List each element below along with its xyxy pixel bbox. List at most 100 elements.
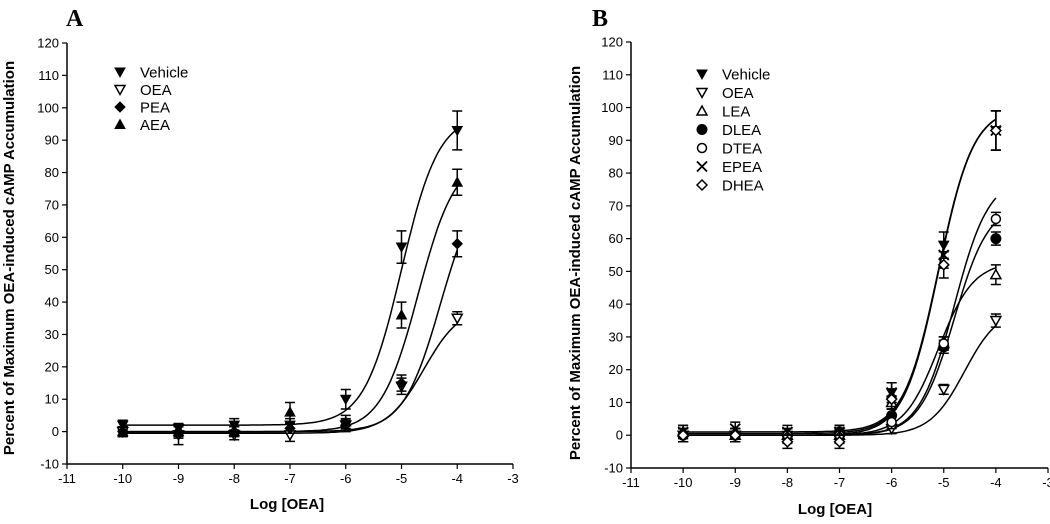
y-tick-label: 20 — [45, 359, 59, 374]
y-tick-label: 30 — [609, 329, 623, 344]
x-tick-label: -5 — [396, 471, 408, 486]
data-point-dhea — [677, 429, 690, 442]
data-point-dhea — [989, 124, 1002, 137]
x-axis-label-b: Log [OEA] — [798, 501, 872, 518]
y-tick-label: 120 — [601, 35, 623, 50]
y-tick-label: 10 — [609, 395, 623, 410]
legend-marker-oea — [113, 84, 127, 97]
data-point-aea — [116, 425, 129, 437]
legend-marker-epea — [696, 160, 708, 173]
y-tick-label: 50 — [45, 262, 59, 277]
data-point-dtea — [990, 213, 1002, 225]
data-point-dtea — [886, 416, 897, 428]
x-tick-label: -9 — [729, 475, 741, 490]
x-tick-label: -10 — [674, 475, 693, 490]
y-tick-label: 40 — [45, 295, 59, 310]
y-axis-label-b: Percent of Maximum OEA-induced cAMP Accu… — [567, 66, 584, 460]
x-tick-label: -3 — [1042, 475, 1050, 490]
data-point-dhea — [833, 435, 846, 448]
data-point-aea — [339, 415, 352, 427]
data-point-vehicle — [339, 394, 352, 406]
data-point-dhea — [937, 258, 950, 271]
data-point-vehicle — [395, 242, 408, 254]
legend-marker-aea — [114, 118, 126, 129]
legend-label-epea: EPEA — [722, 159, 762, 176]
legend-label-dhea: DHEA — [722, 178, 764, 195]
y-tick-label: 60 — [45, 230, 59, 245]
y-tick-label: 120 — [37, 36, 59, 51]
x-tick-label: -8 — [782, 475, 794, 490]
legend-label-lea: LEA — [722, 104, 750, 121]
legend-marker-pea — [114, 101, 126, 113]
legend-label-vehicle: Vehicle — [140, 65, 188, 82]
legend-label-aea: AEA — [140, 117, 170, 134]
x-tick-label: -7 — [284, 471, 296, 486]
legend-label-oea: OEA — [140, 82, 172, 99]
y-tick-label: 60 — [609, 231, 623, 246]
y-tick-label: 110 — [38, 68, 59, 83]
y-tick-label: 30 — [45, 327, 59, 342]
data-point-oea — [989, 315, 1003, 328]
legend-marker-oea — [695, 87, 709, 100]
y-tick-label: 90 — [45, 133, 59, 148]
y-tick-label: 10 — [45, 392, 59, 407]
y-tick-label: 50 — [609, 264, 623, 279]
legend-marker-vehicle — [696, 69, 708, 81]
data-point-aea — [395, 309, 408, 320]
x-tick-label: -9 — [173, 471, 185, 486]
fit-curve-dtea — [683, 197, 997, 436]
data-point-vehicle — [451, 125, 464, 137]
x-tick-label: -6 — [886, 475, 898, 490]
y-tick-label: 20 — [609, 362, 623, 377]
data-point-aea — [284, 406, 296, 417]
y-tick-label: 90 — [609, 133, 623, 148]
legend-marker-lea — [695, 104, 709, 116]
data-point-oea — [937, 384, 951, 396]
legend-label-dlea: DLEA — [722, 122, 761, 139]
data-point-aea — [172, 425, 185, 437]
data-point-dlea — [990, 233, 1002, 245]
legend-label-pea: PEA — [140, 100, 170, 117]
y-tick-label: 100 — [37, 100, 59, 115]
data-point-aea — [228, 425, 241, 437]
x-tick-label: -5 — [938, 475, 950, 490]
y-tick-label: 80 — [609, 166, 623, 181]
fit-curve-lea — [683, 267, 997, 436]
legend-marker-dhea — [695, 178, 709, 192]
y-tick-label: 110 — [602, 67, 623, 82]
y-axis-label-a: Percent of Maximum OEA-induced cAMP Accu… — [1, 61, 18, 455]
y-tick-label: 0 — [52, 424, 59, 439]
legend-label-dtea: DTEA — [722, 141, 762, 158]
y-tick-label: 70 — [45, 197, 59, 212]
fit-curve-dlea — [683, 221, 997, 436]
data-point-dtea — [938, 338, 949, 349]
panel-label-b: B — [592, 6, 608, 32]
legend-marker-dlea — [696, 124, 708, 135]
x-tick-label: -7 — [834, 475, 846, 490]
panel-label-a: A — [66, 6, 84, 32]
legend-label-oea: OEA — [722, 85, 754, 102]
x-tick-label: -10 — [113, 471, 132, 486]
data-point-lea — [989, 268, 1003, 280]
x-tick-label: -4 — [990, 475, 1002, 490]
chart-panel-b: B Percent of Maximum OEA-induced cAMP Ac… — [567, 6, 1050, 518]
x-tick-label: -11 — [622, 475, 640, 490]
legend-marker-vehicle — [114, 67, 126, 79]
y-tick-label: -10 — [40, 457, 59, 472]
data-point-pea — [451, 238, 463, 250]
y-tick-label: -10 — [604, 461, 623, 476]
chart-panel-a: A Percent of Maximum OEA-induced cAMP Ac… — [1, 6, 519, 513]
y-tick-label: 70 — [609, 198, 623, 213]
y-tick-label: 100 — [601, 100, 623, 115]
data-point-pea — [395, 377, 408, 389]
y-tick-label: 80 — [45, 165, 59, 180]
x-tick-label: -6 — [340, 471, 352, 486]
data-point-aea — [451, 176, 464, 187]
fit-curve-oea — [683, 325, 997, 436]
data-point-pea — [284, 422, 296, 435]
x-tick-label: -8 — [228, 471, 240, 486]
x-tick-label: -3 — [507, 471, 519, 486]
y-tick-label: 0 — [616, 428, 623, 443]
